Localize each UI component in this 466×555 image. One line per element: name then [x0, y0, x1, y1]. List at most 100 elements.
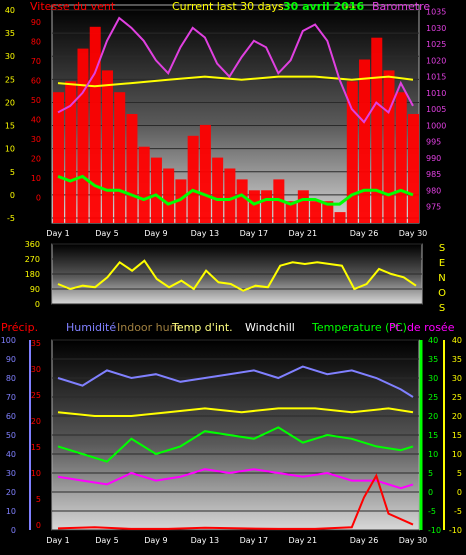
gust-tick: 20 — [31, 155, 41, 164]
chart-title-part1: Current last 30 days — [172, 0, 284, 13]
wind-gust-bar — [101, 70, 113, 224]
dewpoint-line — [57, 468, 414, 490]
wind-gust-bar — [285, 201, 297, 223]
wind-gust-bar — [310, 201, 322, 223]
precip-tick: 35 — [31, 339, 41, 348]
temp-tick-right2: 35 — [452, 355, 462, 364]
temp-tick-right: 10 — [428, 450, 438, 459]
gust-tick: 40 — [31, 116, 41, 125]
barometer-tick: 1005 — [426, 105, 446, 114]
gust-tick: 60 — [31, 77, 41, 86]
wind-gust-bar — [163, 168, 175, 223]
wind-speed-tick: 5 — [10, 168, 15, 177]
humidity-tick: 40 — [6, 450, 16, 459]
wind-gust-bar — [408, 114, 419, 223]
temperature-line — [57, 426, 414, 463]
wind-direction-line — [57, 259, 417, 292]
wind-gust-bar — [395, 92, 407, 223]
wind-gust-bar — [199, 124, 211, 223]
wind-gust-bar — [371, 37, 383, 224]
temp-tick-right2: -10 — [449, 526, 462, 535]
indoor-temp-line — [57, 407, 414, 417]
compass-label: N — [438, 273, 445, 284]
legend-windchill: Windchill — [245, 321, 295, 334]
wind-speed-label: Vitesse du vent — [30, 0, 116, 13]
barometer-tick: 985 — [426, 170, 441, 179]
precip-tick: 10 — [31, 469, 41, 478]
wind-gust-bar — [89, 26, 101, 223]
precip-tick: 25 — [31, 391, 41, 400]
wind-gust-bar — [175, 179, 187, 223]
wind-gust-bar — [114, 92, 126, 223]
wind-gust-bar — [383, 70, 395, 224]
wind-gust-bar — [346, 81, 358, 223]
temp-tick-right2: 25 — [452, 393, 462, 402]
legend-precip: Précip. — [1, 321, 38, 334]
temp-tick-right2: 0 — [457, 488, 462, 497]
temp-tick-right: 40 — [428, 336, 438, 345]
wind-gust-bar — [138, 146, 150, 223]
temp-tick-right2: 20 — [452, 412, 462, 421]
wind-speed-tick: -5 — [7, 214, 15, 223]
barometer-yellow-line — [57, 75, 414, 88]
temp-tick-right2: 5 — [457, 469, 462, 478]
wind-gust-bar — [77, 48, 89, 223]
barometer-tick: 995 — [426, 138, 441, 147]
precip-tick: 5 — [36, 495, 41, 504]
wind-speed-tick: 0 — [10, 191, 15, 200]
humidity-tick: 80 — [6, 374, 16, 383]
humidity-line — [57, 365, 414, 398]
precip-tick: 15 — [31, 443, 41, 452]
barometer-tick: 1025 — [426, 40, 446, 49]
wind-gust-bar — [359, 59, 371, 223]
wind-speed-tick: 10 — [5, 145, 15, 154]
wind-speed-tick: 20 — [5, 98, 15, 107]
wind-gust-bar — [322, 201, 334, 223]
wind-gust-bar — [261, 190, 273, 223]
compass-label: S — [439, 243, 445, 254]
x-tick-label: Day 9 — [144, 536, 167, 545]
panel-1-background — [51, 4, 420, 224]
temp-tick-right: -10 — [428, 526, 441, 535]
humidity-tick: 70 — [6, 393, 16, 402]
x-tick-label: Day 9 — [144, 229, 167, 238]
barometer-tick: 1020 — [426, 56, 446, 65]
barometer-tick: 980 — [426, 186, 441, 195]
compass-label: E — [439, 258, 445, 269]
humidity-tick: 10 — [6, 507, 16, 516]
precip-tick: 20 — [31, 417, 41, 426]
wind-dir-tick: 360 — [25, 240, 40, 249]
barometer-tick: 975 — [426, 203, 441, 212]
x-tick-label: Day 21 — [289, 536, 318, 545]
wind-speed-tick: 25 — [5, 75, 15, 84]
temp-tick-right2: 10 — [452, 450, 462, 459]
x-tick-label: Day 30 — [399, 536, 428, 545]
temp-tick-right: 30 — [428, 374, 438, 383]
temp-tick-right: -5 — [428, 507, 436, 516]
barometer-tick: 1010 — [426, 89, 446, 98]
compass-label: O — [438, 288, 446, 299]
gust-tick: 0 — [36, 194, 41, 203]
legend-dewpoint: Pt. de rosée — [389, 321, 455, 334]
wind-gust-bar — [248, 190, 260, 223]
gust-tick: 50 — [31, 96, 41, 105]
humidity-tick: 100 — [1, 336, 16, 345]
barometer-tick: 990 — [426, 154, 441, 163]
wind-speed-tick: 15 — [5, 122, 15, 131]
legend-indoor-hum: Indoor hum — [117, 321, 180, 334]
barometer-tick: 1030 — [426, 24, 446, 33]
temp-tick-right: 25 — [428, 393, 438, 402]
temp-tick-right2: 30 — [452, 374, 462, 383]
wind-gust-bar — [297, 190, 309, 223]
wind-gust-bar — [65, 81, 77, 223]
legend-humidity: Humidité — [66, 321, 116, 334]
wind-gust-bar — [334, 212, 346, 223]
barometer-tick: 1015 — [426, 73, 446, 82]
temp-tick-right: 20 — [428, 412, 438, 421]
barometer-label: Barometre — [372, 0, 430, 13]
wind-dir-tick: 180 — [25, 270, 40, 279]
gust-tick: 30 — [31, 135, 41, 144]
x-tick-label: Day 1 — [46, 229, 69, 238]
x-tick-label: Day 5 — [95, 536, 118, 545]
